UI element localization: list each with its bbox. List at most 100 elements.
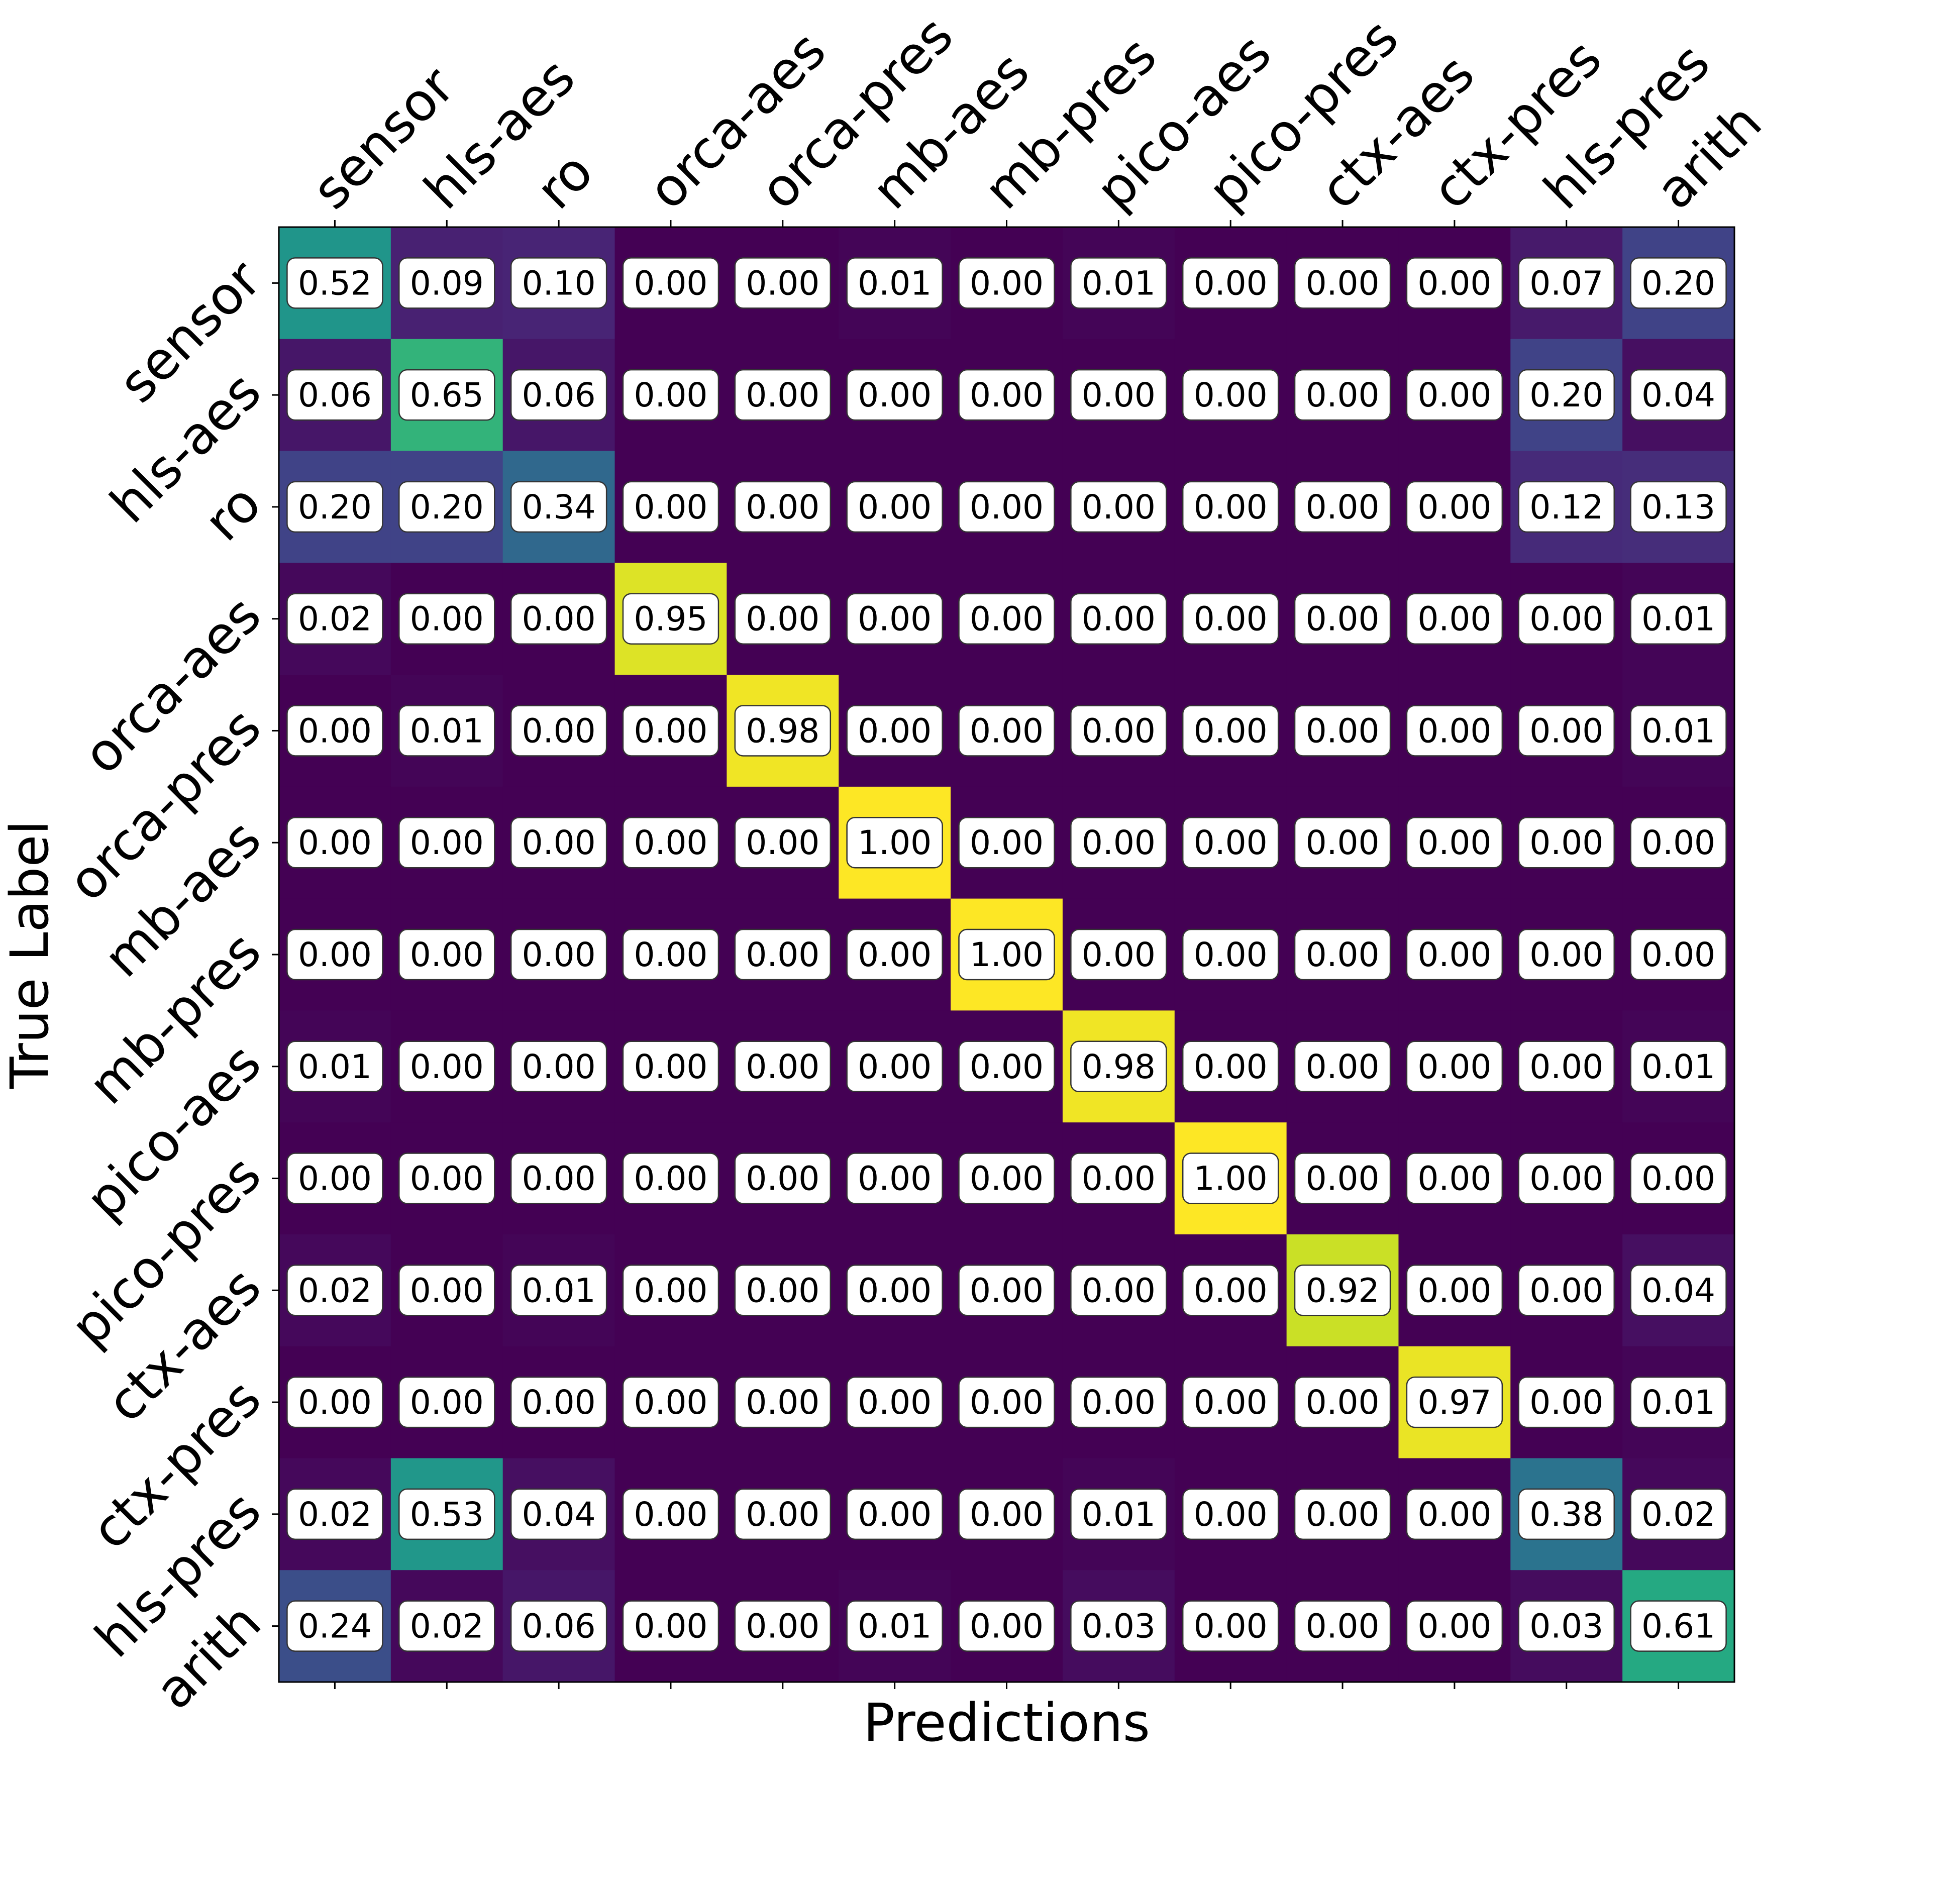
cell-value-label: 0.20 [1518, 369, 1615, 421]
cell-value-box [1406, 1488, 1503, 1540]
cell-value-text: 0.00 [970, 264, 1044, 302]
cell-value-label: 0.00 [286, 1376, 383, 1428]
cell-value-label: 0.00 [1406, 705, 1503, 757]
cell-value-box [1294, 369, 1391, 421]
cell-value-box [1630, 1152, 1727, 1204]
cell-value-box [958, 593, 1055, 645]
cell-value-text: 0.20 [1641, 264, 1715, 302]
cell-value-box [1294, 481, 1391, 533]
cell-value-label: 0.00 [958, 705, 1055, 757]
cell-value-label: 0.20 [398, 481, 495, 533]
cell-value-label: 0.00 [1406, 928, 1503, 981]
cell-value-box [1182, 1488, 1279, 1540]
cell-value-box [1518, 928, 1615, 981]
cell-value-text: 0.09 [410, 264, 484, 302]
cell-value-text: 0.00 [746, 376, 819, 414]
cell-value-text: 0.01 [298, 1047, 372, 1086]
cell-value-text: 0.00 [1306, 935, 1380, 974]
cell-value-label: 0.00 [622, 369, 719, 421]
cell-value-label: 0.01 [1630, 1040, 1727, 1093]
cell-value-label: 0.00 [1294, 369, 1391, 421]
cell-value-box [622, 1488, 719, 1540]
cell-value-text: 0.00 [634, 1383, 707, 1422]
cell-value-label: 0.00 [398, 593, 495, 645]
cell-value-label: 0.00 [1182, 257, 1279, 309]
cell-value-box [286, 1265, 383, 1316]
cell-value-text: 1.00 [970, 935, 1044, 974]
cell-value-box [846, 1040, 943, 1093]
cell-value-label: 0.00 [1518, 705, 1615, 757]
cell-value-text: 1.00 [858, 823, 932, 862]
cell-value-label: 0.00 [846, 369, 943, 421]
cell-value-box [1630, 593, 1727, 645]
cell-value-text: 0.13 [1641, 488, 1715, 527]
cell-value-box [734, 1376, 832, 1428]
cell-value-text: 0.00 [1417, 1495, 1491, 1534]
cell-value-box [510, 1040, 607, 1093]
cell-value-box [1406, 1600, 1503, 1652]
cell-value-text: 0.00 [410, 823, 484, 862]
cell-value-text: 0.00 [298, 1160, 372, 1198]
cell-value-label: 0.00 [1294, 928, 1391, 981]
cell-value-box [1294, 928, 1391, 981]
cell-value-label: 0.06 [286, 369, 383, 421]
cell-value-label: 0.00 [622, 481, 719, 533]
cell-value-label: 0.12 [1518, 481, 1615, 533]
cell-value-label: 0.00 [1294, 257, 1391, 309]
cell-value-text: 0.00 [522, 1047, 596, 1086]
cell-value-box [846, 1488, 943, 1540]
cell-value-box [846, 1600, 943, 1652]
cell-value-box [1182, 593, 1279, 645]
cell-value-label: 0.00 [1518, 593, 1615, 645]
cell-value-label: 0.00 [958, 1600, 1055, 1652]
cell-value-text: 0.53 [410, 1495, 484, 1534]
cell-value-label: 0.00 [734, 1488, 832, 1540]
cell-value-text: 0.02 [410, 1607, 484, 1646]
cell-value-label: 0.06 [510, 369, 607, 421]
cell-value-box [846, 369, 943, 421]
cell-value-label: 0.10 [510, 257, 607, 309]
cell-value-box [734, 257, 832, 309]
cell-value-text: 0.01 [410, 711, 484, 750]
cell-value-text: 0.03 [1529, 1607, 1603, 1646]
cell-value-label: 0.02 [1630, 1488, 1727, 1540]
cell-value-label: 0.00 [286, 1152, 383, 1204]
cell-value-box [1294, 705, 1391, 757]
cell-value-label: 0.00 [1518, 1376, 1615, 1428]
cell-value-text: 0.00 [634, 711, 707, 750]
cell-value-text: 0.00 [746, 1495, 819, 1534]
cell-value-box [286, 1376, 383, 1428]
cell-value-text: 0.20 [1529, 376, 1603, 414]
cell-value-box [286, 705, 383, 757]
cell-value-box [1406, 257, 1503, 309]
cell-value-text: 0.00 [1194, 1495, 1268, 1534]
cell-value-text: 0.00 [1417, 600, 1491, 639]
cell-value-text: 0.00 [634, 488, 707, 527]
cell-value-label: 0.01 [1070, 1488, 1167, 1540]
cell-value-box [1518, 1488, 1615, 1540]
cell-value-text: 0.04 [1641, 1271, 1715, 1310]
cell-value-label: 0.00 [846, 1488, 943, 1540]
cell-value-box [734, 369, 832, 421]
cell-value-label: 0.00 [1070, 593, 1167, 645]
cell-value-label: 0.02 [286, 1488, 383, 1540]
cell-value-box [398, 481, 495, 533]
cell-value-label: 0.00 [622, 1600, 719, 1652]
cell-value-text: 0.00 [522, 823, 596, 862]
cell-value-text: 0.65 [410, 376, 484, 414]
cell-value-label: 0.65 [398, 369, 495, 421]
cell-value-label: 0.00 [734, 369, 832, 421]
cell-value-box [1630, 705, 1727, 757]
cell-value-box [958, 928, 1055, 981]
cell-value-text: 0.00 [746, 600, 819, 639]
cell-value-label: 0.01 [398, 705, 495, 757]
cell-value-label: 0.09 [398, 257, 495, 309]
cell-value-box [1182, 257, 1279, 309]
cell-value-label: 0.00 [734, 816, 832, 869]
cell-value-box [510, 481, 607, 533]
cell-value-label: 0.01 [510, 1265, 607, 1316]
cell-value-box [958, 481, 1055, 533]
cell-value-label: 0.01 [1630, 705, 1727, 757]
